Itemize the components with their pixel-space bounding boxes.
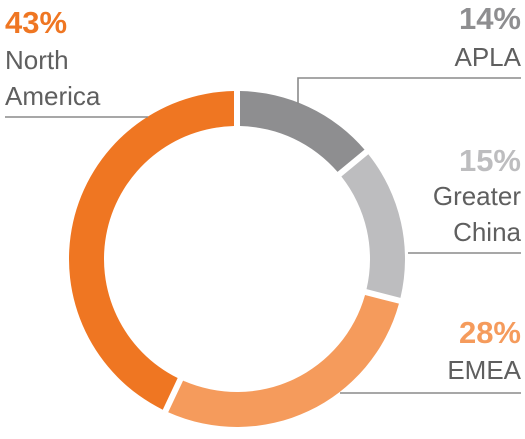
slice-value-label-emea: 28% — [459, 315, 521, 350]
slice-category-label-greater-china-line2: China — [453, 217, 521, 247]
slice-category-label-greater-china-line1: Greater — [433, 181, 521, 211]
slice-value-label-greater-china: 15% — [459, 143, 521, 178]
slice-category-label-emea: EMEA — [447, 355, 521, 385]
leader-lines — [5, 77, 521, 394]
slice-category-label-apla: APLA — [455, 42, 522, 72]
donut-slice-north-america — [69, 91, 235, 410]
donut-slices — [69, 91, 405, 427]
slice-category-label-north-america-line2: America — [5, 81, 101, 111]
slice-value-label-apla: 14% — [459, 1, 521, 36]
donut-slice-greater-china — [341, 154, 405, 298]
donut-slice-emea — [168, 294, 399, 427]
slice-value-label-north-america: 43% — [5, 5, 67, 40]
slice-category-label-north-america-line1: North — [5, 45, 69, 75]
donut-slice-apla — [239, 91, 365, 172]
leader-line-apla — [297, 77, 521, 104]
